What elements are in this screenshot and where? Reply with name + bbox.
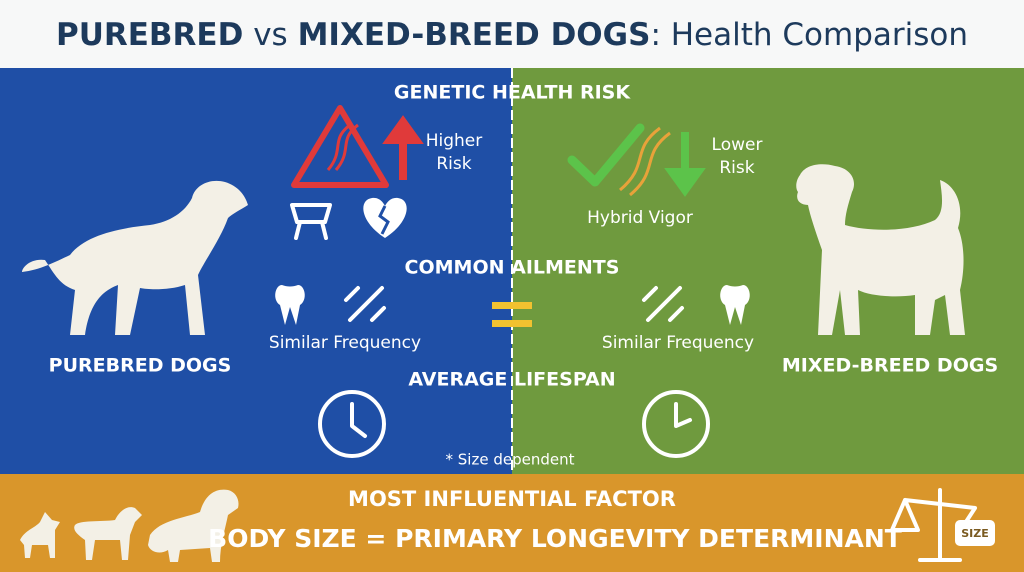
clock-hands [674, 402, 692, 428]
hip-icon [290, 203, 332, 240]
clock-hands [350, 402, 367, 438]
mixed-dog [796, 164, 965, 335]
up-arrow [382, 115, 424, 180]
risk-label: Lower [712, 135, 763, 155]
down-arrow [664, 132, 706, 197]
group-label: MIXED-BREED DOGS [782, 355, 998, 377]
equals-icon [492, 320, 532, 327]
title: PUREBRED vs MIXED-BREED DOGS: Health Com… [56, 17, 968, 53]
tooth-icon [275, 285, 305, 325]
risk-label: Risk [436, 154, 471, 174]
title-part: MIXED-BREED DOGS [298, 17, 651, 53]
equals-icon [492, 302, 532, 309]
tooth-icon [720, 285, 750, 325]
medium-dog [74, 507, 142, 560]
ailments-label: Similar Frequency [602, 333, 754, 353]
footer-heading: MOST INFLUENTIAL FACTOR [348, 487, 676, 511]
section-title: COMMON AILMENTS [405, 257, 620, 279]
risk-label: Risk [719, 158, 754, 178]
section-title: AVERAGE LIFESPAN [408, 369, 615, 391]
header-bg [0, 0, 1024, 68]
large-dog [148, 489, 239, 562]
weight-label: SIZE [961, 527, 989, 540]
warning-icon [291, 105, 389, 188]
title-part: : Health Comparison [650, 17, 968, 53]
vigor-label: Hybrid Vigor [587, 208, 693, 228]
heart-crack [378, 205, 390, 235]
purebred-dog [22, 180, 248, 335]
small-dog [20, 512, 60, 558]
joint-icon [642, 286, 684, 322]
group-label: PUREBRED DOGS [49, 355, 232, 377]
joint-icon [344, 286, 386, 322]
scale-icon [890, 488, 977, 562]
footer-statement: BODY SIZE = PRIMARY LONGEVITY DETERMINAN… [208, 524, 902, 553]
dna-icon [619, 126, 671, 197]
section-title: GENETIC HEALTH RISK [394, 82, 631, 104]
check-icon [567, 123, 645, 187]
ailments-label: Similar Frequency [269, 333, 421, 353]
dna-icon [326, 123, 359, 171]
title-part: PUREBRED [56, 17, 243, 53]
clock-icon [318, 390, 386, 458]
risk-label: Higher [426, 131, 483, 151]
weight-icon [955, 520, 995, 546]
title-part: vs [243, 17, 297, 53]
note: * Size dependent [446, 451, 575, 469]
clock-icon [642, 390, 710, 458]
